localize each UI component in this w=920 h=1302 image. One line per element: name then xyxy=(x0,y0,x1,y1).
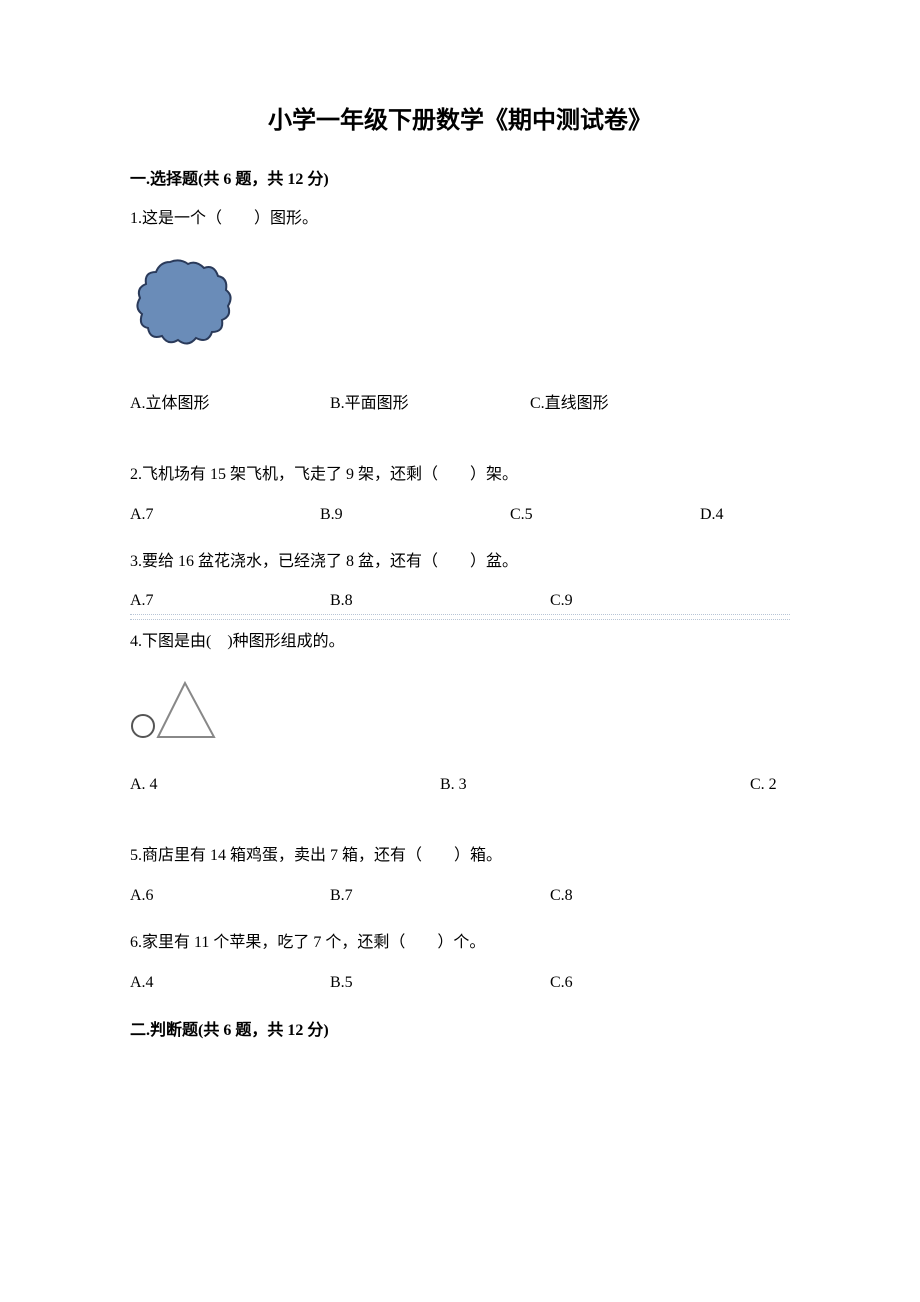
q1-opt-a: A.立体图形 xyxy=(130,389,330,413)
q3-opt-c: C.9 xyxy=(550,592,750,610)
q3-opt-a: A.7 xyxy=(130,592,330,610)
q2-text: 2.飞机场有 15 架飞机，飞走了 9 架，还剩（ ）架。 xyxy=(130,461,790,490)
q3-options: A.7 B.8 C.9 xyxy=(130,592,790,610)
q6-opt-c: C.6 xyxy=(550,974,750,992)
q5-options: A.6 B.7 C.8 xyxy=(130,887,790,905)
page-title: 小学一年级下册数学《期中测试卷》 xyxy=(130,100,790,135)
q1-opt-b: B.平面图形 xyxy=(330,389,530,413)
divider-line xyxy=(130,614,790,615)
blob-shape-icon xyxy=(130,254,240,354)
q5-opt-a: A.6 xyxy=(130,887,330,905)
divider-line xyxy=(130,619,790,620)
q5-opt-b: B.7 xyxy=(330,887,530,905)
q4-options: A. 4 B. 3 C. 2 xyxy=(130,776,790,794)
q5-text: 5.商店里有 14 箱鸡蛋，卖出 7 箱，还有（ ）箱。 xyxy=(130,842,790,871)
q1-opt-c: C.直线图形 xyxy=(530,389,730,413)
q2-options: A.7 B.9 C.5 D.4 xyxy=(130,506,790,524)
q5-opt-c: C.8 xyxy=(550,887,750,905)
q2-opt-c: C.5 xyxy=(510,506,700,524)
q4-shapes xyxy=(130,677,790,746)
circle-triangle-icon xyxy=(130,677,230,741)
q1-shape xyxy=(130,254,790,359)
q4-opt-c: C. 2 xyxy=(750,776,920,794)
q3-text: 3.要给 16 盆花浇水，已经浇了 8 盆，还有（ ）盆。 xyxy=(130,548,790,577)
q4-opt-a: A. 4 xyxy=(130,776,440,794)
q6-opt-a: A.4 xyxy=(130,974,330,992)
q6-opt-b: B.5 xyxy=(330,974,530,992)
q6-options: A.4 B.5 C.6 xyxy=(130,974,790,992)
section-1-header: 一.选择题(共 6 题，共 12 分) xyxy=(130,165,790,189)
section-2-header: 二.判断题(共 6 题，共 12 分) xyxy=(130,1016,790,1040)
q1-options: A.立体图形 B.平面图形 C.直线图形 xyxy=(130,389,790,413)
q3-opt-b: B.8 xyxy=(330,592,530,610)
q4-text: 4.下图是由( )种图形组成的。 xyxy=(130,628,790,657)
q2-opt-a: A.7 xyxy=(130,506,320,524)
q2-opt-d: D.4 xyxy=(700,506,890,524)
q4-opt-b: B. 3 xyxy=(440,776,750,794)
q1-text: 1.这是一个（ ）图形。 xyxy=(130,205,790,234)
q2-opt-b: B.9 xyxy=(320,506,510,524)
q6-text: 6.家里有 11 个苹果，吃了 7 个，还剩（ ）个。 xyxy=(130,929,790,958)
